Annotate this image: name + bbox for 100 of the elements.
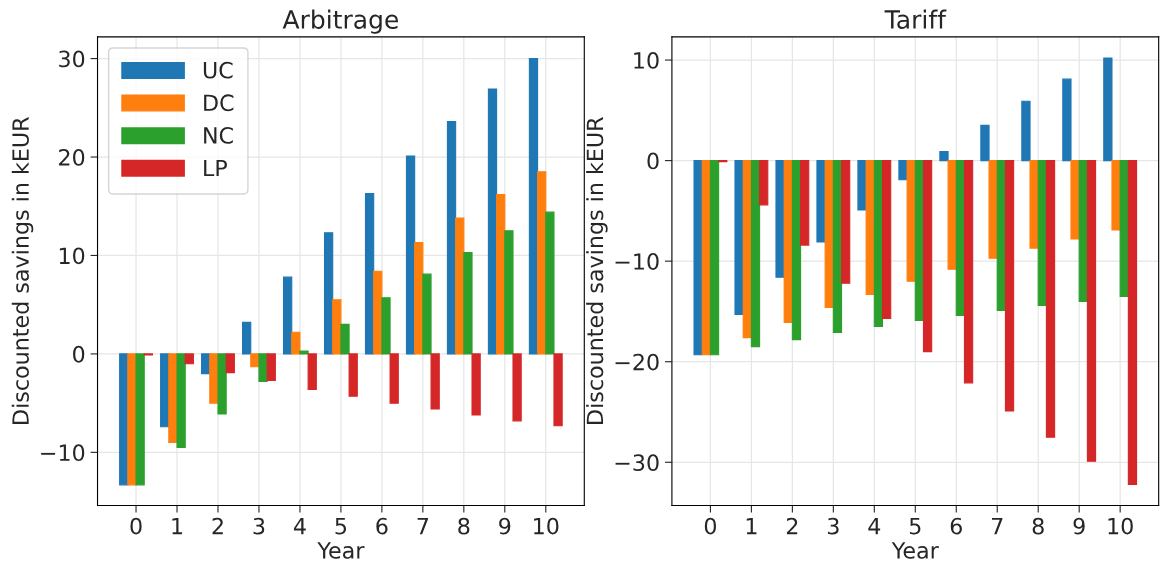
bar (176, 353, 186, 448)
x-tick-label: 10 (1108, 517, 1133, 535)
x-axis-title: Year (891, 542, 939, 559)
x-tick-label: 1 (172, 518, 183, 535)
bar (242, 321, 252, 355)
x-tick-label: 9 (1073, 517, 1085, 535)
bar (135, 353, 145, 486)
y-tick-label: 20 (59, 148, 85, 166)
bar (1004, 160, 1015, 412)
bar (364, 192, 375, 355)
bar (512, 353, 522, 422)
bar (381, 297, 391, 355)
bar (282, 276, 293, 355)
x-tick-label: 1 (746, 518, 757, 535)
bar (332, 299, 342, 355)
y-tick-label: −10 (615, 253, 659, 270)
x-tick-label: 9 (499, 517, 511, 535)
y-tick-label: −30 (615, 454, 659, 472)
bar (266, 353, 276, 382)
legend-label: DC (204, 94, 234, 112)
bar (1045, 160, 1056, 438)
x-tick-label: 3 (827, 517, 839, 535)
x-axis-title: Year (317, 542, 365, 559)
bar (693, 160, 703, 356)
x-tick-label: 2 (786, 517, 798, 535)
bar (906, 160, 916, 282)
bar (348, 353, 358, 397)
x-tick-label: 4 (868, 518, 881, 535)
bar (430, 353, 440, 410)
y-tick-label: 0 (73, 345, 85, 363)
chart-title: Arbitrage (282, 9, 398, 34)
bar (1070, 160, 1080, 240)
y-tick-label: 0 (647, 152, 659, 170)
bar (734, 160, 744, 316)
x-tick-label: 10 (534, 517, 559, 535)
bar (1103, 57, 1113, 162)
bar (939, 151, 949, 162)
y-tick-label: −20 (615, 353, 659, 371)
bar (299, 350, 309, 355)
bar (800, 160, 810, 246)
bar (709, 160, 720, 356)
bar (980, 124, 990, 162)
x-tick-label: 3 (253, 517, 265, 535)
bar (373, 270, 383, 355)
bar (225, 353, 235, 374)
bar (422, 273, 432, 355)
y-axis-title: Discounted savings in kEUR (11, 117, 34, 424)
y-axis-title: Discounted savings in kEUR (586, 117, 608, 424)
legend-label: NC (204, 126, 233, 144)
bar (340, 323, 350, 355)
bar (405, 155, 416, 355)
bar (1111, 160, 1121, 231)
chart-title: Tariff (884, 9, 947, 29)
bar (1127, 160, 1138, 485)
bar (446, 121, 457, 355)
y-tick-label: −10 (41, 444, 85, 462)
bar (487, 88, 498, 355)
x-tick-label: 5 (909, 518, 921, 535)
bar (865, 160, 875, 295)
bar (759, 160, 769, 206)
legend-label: UC (203, 61, 233, 79)
bar (1029, 160, 1039, 249)
bar (553, 353, 563, 427)
x-tick-label: 6 (376, 517, 388, 535)
bar (307, 353, 317, 390)
bar (922, 160, 933, 353)
bar (1086, 160, 1097, 462)
bar (414, 242, 424, 355)
x-tick-label: 0 (130, 517, 142, 535)
x-tick-label: 8 (1032, 517, 1044, 535)
bar (881, 160, 892, 320)
y-tick-label: 30 (59, 50, 85, 68)
bar (963, 160, 974, 384)
legend-label: LP (204, 159, 227, 177)
x-tick-label: 7 (991, 518, 1003, 535)
bar (504, 230, 514, 355)
bar (947, 160, 957, 270)
bar (291, 331, 301, 355)
bar (1062, 78, 1072, 162)
x-tick-label: 2 (212, 517, 223, 535)
x-tick-label: 7 (417, 518, 429, 535)
y-tick-label: 10 (634, 52, 659, 69)
bar (217, 353, 227, 415)
bar (545, 211, 555, 355)
y-tick-label: 10 (59, 247, 85, 265)
x-tick-label: 6 (950, 517, 962, 535)
x-tick-label: 4 (293, 518, 306, 535)
bar (775, 160, 785, 278)
bar (184, 353, 194, 365)
bar (988, 160, 998, 259)
bar (750, 160, 761, 348)
bar (323, 232, 334, 355)
bar (816, 160, 826, 243)
bar (840, 160, 851, 284)
bar (258, 353, 268, 383)
bar (463, 251, 473, 355)
bar (389, 353, 399, 404)
bar (1021, 100, 1031, 162)
x-tick-label: 5 (335, 518, 347, 535)
x-tick-label: 0 (704, 517, 717, 535)
